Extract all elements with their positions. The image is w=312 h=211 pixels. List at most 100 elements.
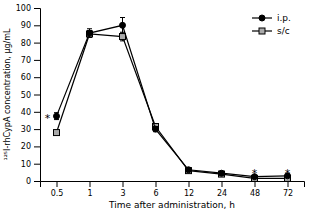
legend-entry: i.p. xyxy=(252,13,291,23)
y-tick: 100 xyxy=(16,4,40,13)
x-tick-mark xyxy=(123,181,124,187)
error-bar-cap xyxy=(120,40,125,41)
y-tick-label: 60 xyxy=(21,73,31,82)
x-tick-mark xyxy=(189,181,190,187)
marker xyxy=(120,34,126,40)
y-tick-label: 90 xyxy=(21,21,31,30)
y-tick: 60 xyxy=(21,73,40,82)
series xyxy=(54,18,291,180)
marker xyxy=(54,113,60,119)
chart-svg: 0 10 20 30 40 50 60 70 80 90 100 0.5 1 3 6 12 24 48 72 * * * i… xyxy=(0,0,312,211)
x-tick: 12 xyxy=(184,181,194,198)
marker xyxy=(186,167,192,173)
error-bar xyxy=(87,29,92,38)
y-tick-label: 0 xyxy=(26,177,31,186)
y-tick-mark xyxy=(34,60,40,61)
annotations: * * * xyxy=(45,112,291,180)
annotation: * xyxy=(45,112,51,125)
y-tick-mark xyxy=(34,8,40,9)
y-tick-mark xyxy=(34,25,40,26)
x-axis-title: Time after administration, h xyxy=(108,200,235,210)
x-tick-mark xyxy=(57,181,58,187)
error-bar-cap xyxy=(120,17,125,18)
x-tick: 72 xyxy=(283,181,293,198)
marker xyxy=(54,130,60,136)
x-tick: 3 xyxy=(120,181,125,198)
y-tick-mark xyxy=(34,146,40,147)
x-tick-label: 3 xyxy=(120,189,125,198)
error-bar xyxy=(54,113,59,120)
y-tick: 80 xyxy=(21,39,40,48)
x-tick: 48 xyxy=(250,181,260,198)
x-tick-mark xyxy=(222,181,223,187)
y-tick-label: 70 xyxy=(21,56,31,65)
y-tick-label: 80 xyxy=(21,39,31,48)
marker xyxy=(153,126,159,132)
legend-label: i.p. xyxy=(277,13,291,23)
y-tick-mark xyxy=(34,112,40,113)
legend: i.p. s/c xyxy=(252,13,291,36)
x-tick-mark xyxy=(156,181,157,187)
x-axis-line xyxy=(41,182,305,188)
y-tick-mark xyxy=(34,181,40,182)
y-tick-label: 10 xyxy=(21,160,31,169)
x-tick-mark xyxy=(255,181,256,187)
y-tick: 50 xyxy=(21,91,40,100)
y-tick: 10 xyxy=(21,160,40,169)
y-tick: 30 xyxy=(21,125,40,134)
marker xyxy=(87,30,93,36)
y-axis-title: ¹²⁵I-rhCypA concentration, μg/mL xyxy=(3,28,12,161)
x-tick-label: 1 xyxy=(87,189,92,198)
x-tick: 0.5 xyxy=(51,181,64,198)
y-axis: 0 10 20 30 40 50 60 70 80 90 100 xyxy=(16,4,41,186)
series-line xyxy=(57,34,288,178)
x-tick-label: 0.5 xyxy=(51,189,64,198)
marker xyxy=(186,168,192,174)
marker xyxy=(120,22,126,28)
y-tick: 70 xyxy=(21,56,40,65)
marker xyxy=(219,170,225,176)
x-tick-label: 72 xyxy=(283,189,293,198)
error-bar-cap xyxy=(87,37,92,38)
series xyxy=(54,30,291,181)
x-tick-mark xyxy=(288,181,289,187)
legend-marker xyxy=(259,15,265,21)
y-tick-label: 100 xyxy=(16,4,31,13)
y-tick-label: 30 xyxy=(21,125,31,134)
y-tick-label: 40 xyxy=(21,108,31,117)
series-line xyxy=(57,25,288,176)
error-bar xyxy=(153,127,158,132)
legend-label: s/c xyxy=(277,26,290,36)
x-tick: 6 xyxy=(153,181,158,198)
legend-marker xyxy=(259,28,265,34)
x-tick-label: 12 xyxy=(184,189,194,198)
y-tick-mark xyxy=(34,129,40,130)
y-tick-label: 50 xyxy=(21,91,31,100)
y-tick: 0 xyxy=(26,177,40,186)
x-tick-label: 48 xyxy=(250,189,260,198)
y-tick: 20 xyxy=(21,142,40,151)
marker xyxy=(87,31,93,37)
chart-container: 0 10 20 30 40 50 60 70 80 90 100 0.5 1 3 6 12 24 48 72 * * * i… xyxy=(0,0,312,211)
marks xyxy=(54,18,291,181)
x-tick-mark xyxy=(90,181,91,187)
x-tick-label: 24 xyxy=(217,189,227,198)
y-tick: 40 xyxy=(21,108,40,117)
error-bar-cap xyxy=(87,37,92,38)
y-tick-mark xyxy=(34,95,40,96)
annotation: * xyxy=(252,167,258,180)
x-tick: 1 xyxy=(87,181,92,198)
marker xyxy=(219,171,225,177)
y-tick: 90 xyxy=(21,21,40,30)
x-axis: 0.5 1 3 6 12 24 48 72 xyxy=(41,181,305,198)
x-tick: 24 xyxy=(217,181,227,198)
error-bar xyxy=(120,18,125,34)
x-tick-label: 6 xyxy=(153,189,158,198)
plot-area: 0 10 20 30 40 50 60 70 80 90 100 0.5 1 3 6 12 24 48 72 * * * i… xyxy=(16,4,305,198)
annotation: * xyxy=(285,167,291,180)
error-bar xyxy=(120,32,125,41)
y-tick-label: 20 xyxy=(21,142,31,151)
error-bar-cap xyxy=(87,28,92,29)
y-tick-mark xyxy=(34,164,40,165)
error-bar-cap xyxy=(120,33,125,34)
